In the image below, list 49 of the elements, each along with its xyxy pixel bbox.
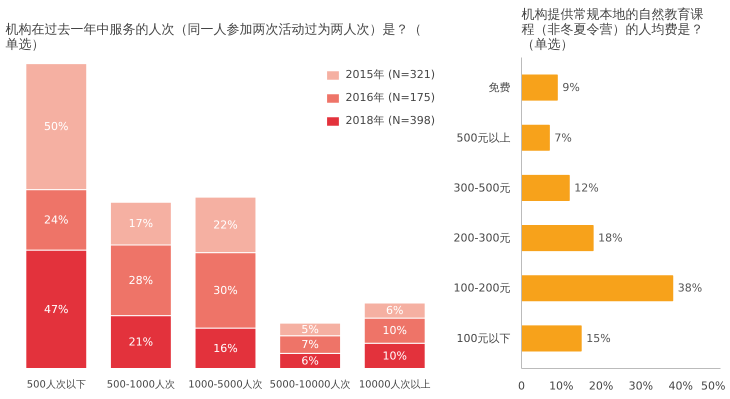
y-tick-label: 300-500元	[454, 181, 511, 194]
data-label: 6%	[301, 354, 319, 368]
x-tick-label: 0	[518, 380, 525, 392]
data-label: 38%	[678, 282, 702, 295]
y-tick-label: 100-200元	[454, 282, 511, 295]
data-label: 50%	[44, 120, 68, 134]
x-tick-label: 10%	[549, 380, 574, 392]
bar	[522, 174, 570, 201]
y-tick-label: 200-300元	[454, 232, 511, 245]
y-tick-label: 100元以下	[456, 332, 511, 345]
data-label: 15%	[586, 332, 611, 345]
x-tick-label: 5000-10000人次	[270, 380, 351, 390]
x-tick-label: 30%	[628, 380, 654, 392]
y-tick-label: 500元以上	[456, 131, 511, 144]
data-label: 9%	[562, 81, 580, 94]
bar	[522, 124, 550, 151]
x-tick-label: 10000人次以上	[358, 378, 431, 390]
x-tick-label: 50%	[701, 380, 726, 392]
bar	[522, 275, 674, 302]
legend-label: 2018年 (N=398)	[345, 113, 435, 128]
legend-label: 2016年 (N=175)	[345, 90, 435, 105]
chart-title: 机构提供常规本地的自然教育课程（非冬夏令营）的人均费是？（单选）	[522, 6, 704, 52]
bar	[522, 325, 582, 352]
data-label: 24%	[44, 213, 68, 226]
data-label: 12%	[574, 181, 599, 194]
x-tick-label: 40%	[668, 380, 693, 392]
x-tick-label: 20%	[588, 380, 614, 392]
data-label: 16%	[213, 342, 238, 355]
data-label: 21%	[128, 336, 154, 349]
data-label: 6%	[386, 304, 404, 318]
x-tick-label: 1000-5000人次	[188, 380, 263, 390]
x-tick-label: 500人次以下	[26, 378, 86, 390]
data-label: 18%	[598, 232, 623, 245]
x-tick-label: 500-1000人次	[106, 380, 175, 390]
y-tick-label: 免费	[488, 81, 510, 94]
data-label: 5%	[301, 322, 319, 336]
data-label: 7%	[301, 338, 319, 352]
data-label: 30%	[213, 284, 238, 297]
data-label: 7%	[554, 131, 572, 144]
data-label: 22%	[213, 218, 238, 232]
chart-title: 机构在过去一年中服务的人次（同一人参加两次活动过为两人次）是？（单选）	[6, 22, 422, 52]
data-label: 10%	[382, 324, 407, 338]
data-label: 28%	[128, 274, 154, 287]
data-label: 47%	[44, 302, 68, 316]
data-label: 10%	[382, 349, 407, 362]
data-label: 17%	[128, 217, 154, 230]
legend-label: 2015年 (N=321)	[345, 67, 435, 82]
bar	[522, 225, 594, 252]
bar	[522, 74, 558, 101]
